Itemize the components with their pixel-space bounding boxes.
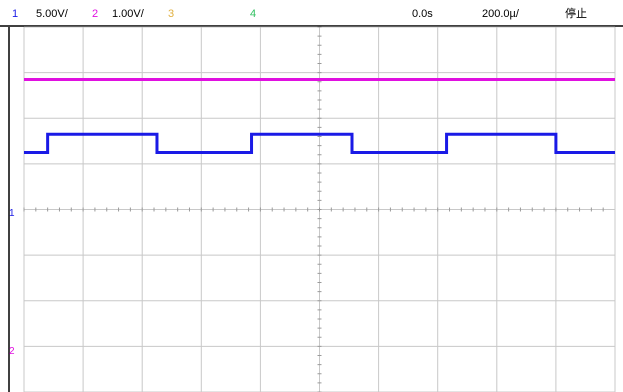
channel-markers: 1 2 [9,208,15,357]
trigger-delay[interactable]: 0.0s [412,8,433,20]
ch1-scale[interactable]: 5.00V/ [36,8,68,20]
ch1-ground-marker[interactable]: 1 [9,208,15,219]
ch2-number[interactable]: 2 [92,8,99,20]
status-bar: 1 5.00V/ 2 1.00V/ 3 4 0.0s 200.0µ/ 停止 [0,0,623,26]
ch4-number[interactable]: 4 [250,8,257,20]
ch2-ground-marker[interactable]: 2 [9,346,15,357]
graticule [0,25,623,392]
ch2-scale[interactable]: 1.00V/ [112,8,144,20]
ch1-number[interactable]: 1 [12,8,19,20]
run-state[interactable]: 停止 [565,8,587,20]
ch3-number[interactable]: 3 [168,8,175,20]
time-scale[interactable]: 200.0µ/ [482,8,519,20]
trace-1 [24,132,615,154]
waveform-traces [24,77,615,154]
